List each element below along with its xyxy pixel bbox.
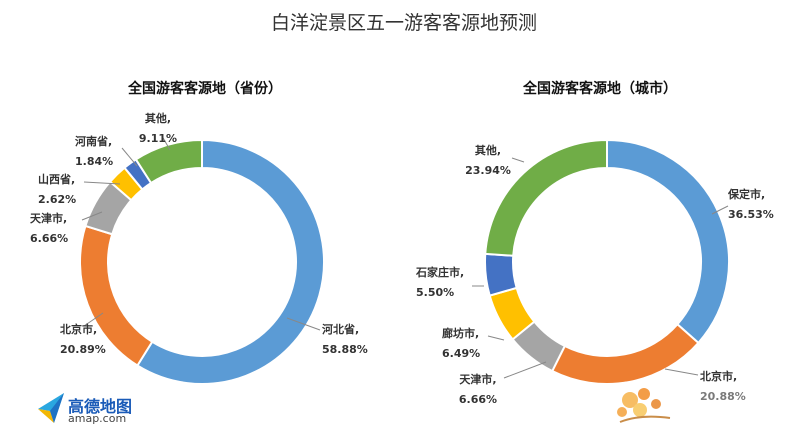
slice-other-city	[484, 138, 608, 257]
slice-label-value: 2.62%	[38, 193, 76, 206]
slice-label-value: 23.94%	[465, 164, 511, 177]
slice-label-beijing: 北京市, 20.88%	[700, 369, 746, 403]
slice-label-beijing: 北京市, 20.89%	[60, 322, 106, 356]
leader-line-langfang	[487, 335, 505, 341]
slice-label-value: 1.84%	[75, 155, 113, 168]
slice-label-name: 天津市,	[30, 211, 67, 225]
slice-label-hebei: 河北省, 58.88%	[322, 322, 368, 356]
slice-label-name: 北京市,	[60, 322, 97, 336]
amap-logo: 高德地图 amap.com	[36, 391, 166, 431]
slice-label-henan: 河南省, 1.84%	[75, 134, 113, 168]
slice-label-name: 其他,	[145, 111, 171, 125]
slice-label-value: 9.11%	[139, 132, 177, 145]
main-title: 白洋淀景区五一游客客源地预测	[270, 12, 537, 34]
chart-title-city: 全国游客客源地（城市）	[523, 81, 677, 97]
slice-label-tianjin: 天津市, 6.66%	[459, 372, 497, 406]
slice-shijiazhuang-city	[484, 252, 518, 297]
slice-label-other: 其他, 23.94%	[465, 143, 511, 177]
leader-line-henan	[121, 147, 138, 167]
slice-label-shanxi: 山西省, 2.62%	[38, 172, 76, 206]
flower-watermark-icon	[617, 388, 790, 423]
slice-label-name: 其他,	[475, 143, 501, 157]
slice-label-name: 廊坊市,	[442, 326, 479, 340]
amap-logo-icon	[38, 393, 64, 423]
slice-label-other: 其他, 9.11%	[139, 111, 177, 145]
slice-hebei-province	[136, 138, 325, 385]
leader-line-tianjin	[503, 361, 547, 379]
slice-label-name: 天津市,	[459, 372, 496, 386]
slice-label-name: 河南省,	[75, 134, 112, 148]
slice-label-name: 北京市,	[700, 369, 737, 383]
slice-label-value: 20.88%	[700, 390, 746, 403]
logo-name: 高德地图	[68, 397, 133, 416]
leader-line-tianjin	[81, 211, 103, 221]
leader-line-beijing	[664, 368, 699, 376]
slice-label-name: 山西省,	[38, 172, 75, 186]
leader-line-baoding	[711, 205, 729, 215]
slice-other-province	[134, 138, 203, 185]
slice-label-tianjin: 天津市, 6.66%	[30, 211, 68, 245]
slice-beijing-city	[550, 322, 700, 385]
leader-line-shanxi	[83, 181, 121, 185]
slice-label-name: 河北省,	[322, 322, 359, 336]
leader-line-beijing	[83, 312, 104, 327]
slice-label-shijiazhuang: 石家庄市, 5.50%	[415, 265, 464, 299]
logo-url: amap.com	[68, 412, 127, 425]
slice-label-value: 58.88%	[322, 343, 368, 356]
slice-label-value: 6.49%	[442, 347, 480, 360]
chart-title-province: 全国游客客源地（省份）	[128, 81, 282, 97]
slice-label-value: 36.53%	[728, 208, 774, 221]
slice-label-name: 保定市,	[727, 187, 765, 201]
leader-line-other	[511, 157, 525, 163]
slice-label-baoding: 保定市, 36.53%	[727, 187, 774, 221]
slice-label-langfang: 廊坊市, 6.49%	[442, 326, 480, 360]
slice-label-value: 6.66%	[459, 393, 497, 406]
slice-label-value: 5.50%	[416, 286, 454, 299]
slice-label-value: 6.66%	[30, 232, 68, 245]
leader-line-hebei	[286, 317, 321, 331]
leader-line-other	[161, 135, 171, 151]
slice-label-name: 石家庄市,	[415, 265, 464, 279]
slice-label-value: 20.89%	[60, 343, 106, 356]
slice-baoding-city	[606, 138, 730, 345]
